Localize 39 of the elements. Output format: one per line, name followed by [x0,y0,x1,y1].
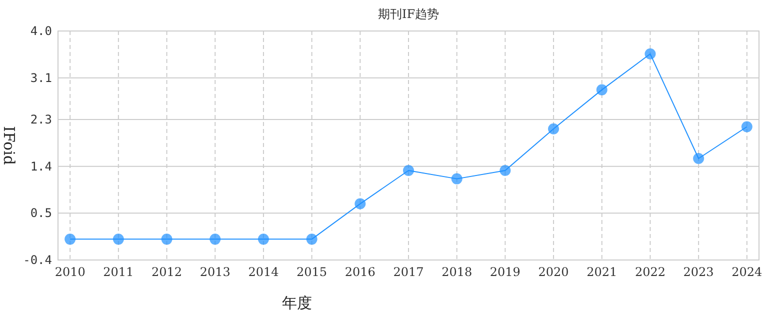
x-tick-label: 2013 [200,265,230,279]
y-tick-label: -0.4 [23,253,52,267]
chart-title: 期刊IF趋势 [378,7,440,21]
x-tick-label: 2010 [54,265,86,279]
x-tick-label: 2015 [296,265,328,279]
x-tick-label: 2022 [634,265,666,279]
x-tick-label: 2016 [344,265,376,279]
point [354,198,366,210]
x-tick-label: 2020 [538,265,569,279]
point [500,164,511,176]
point [451,173,462,184]
y-tick-label: 2.3 [30,112,52,126]
x-tick-label: 2018 [442,265,472,279]
point [403,164,414,176]
point [741,121,752,132]
point [112,234,124,245]
point [693,153,704,164]
point [548,123,560,134]
x-tick-label: 2021 [586,265,618,279]
x-tick-label: 2012 [152,265,182,279]
y-tick-label: 3.1 [30,70,52,85]
point [306,234,318,245]
x-tick-label: 2019 [490,265,520,279]
x-tick-label: 2017 [393,265,424,279]
y-tick-label: 0.5 [30,206,52,220]
x-axis-title: 年度 [282,294,312,312]
x-tick-label: 2011 [103,265,134,279]
y-tick-label: 4.0 [30,24,52,38]
y-tick-label: 1.4 [30,159,52,174]
point [644,48,656,60]
point [596,84,608,96]
point [258,234,269,245]
point [64,234,76,245]
point [210,234,221,245]
x-tick-label: 2023 [683,265,714,279]
x-tick-label: 2024 [732,265,763,279]
y-axis-title: IFoid [0,126,18,166]
x-tick-label: 2014 [248,265,280,279]
point [161,234,172,245]
